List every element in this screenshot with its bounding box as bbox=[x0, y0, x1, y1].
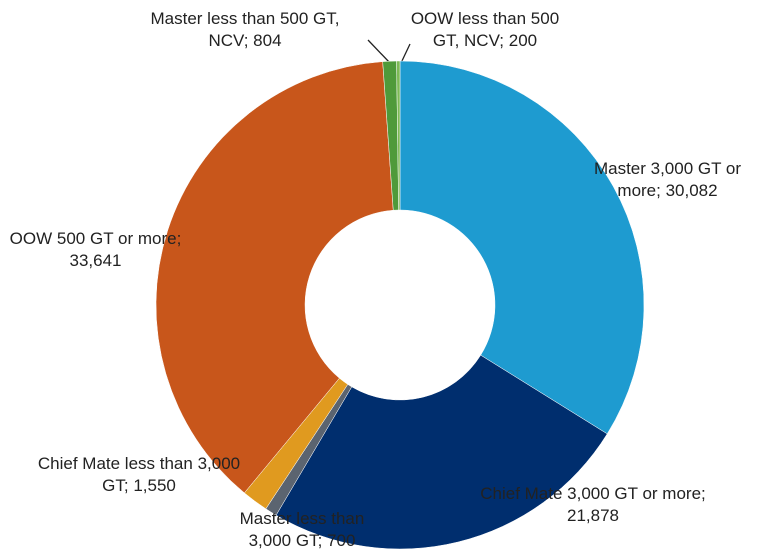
category-name: Master less than 3,000 GT bbox=[239, 509, 365, 550]
data-label: Master less than 3,000 GT; 700 bbox=[222, 508, 382, 552]
leader-line bbox=[367, 39, 391, 64]
value-label: 30,082 bbox=[665, 181, 718, 200]
leader-line bbox=[400, 43, 411, 64]
value-label: 200 bbox=[508, 31, 538, 50]
category-name: Master 3,000 GT or more bbox=[593, 159, 742, 200]
category-name: OOW 500 GT or more bbox=[9, 229, 177, 248]
donut-slice bbox=[396, 60, 401, 211]
label-separator: ; bbox=[701, 484, 706, 503]
donut-slice bbox=[275, 354, 608, 550]
label-separator: ; bbox=[499, 31, 509, 50]
label-separator: ; bbox=[656, 181, 666, 200]
label-separator: ; bbox=[176, 229, 182, 248]
data-label: OOW less than 500 GT, NCV; 200 bbox=[400, 8, 570, 52]
donut-slice bbox=[399, 60, 645, 435]
category-name: OOW less than 500 GT, NCV bbox=[410, 9, 560, 50]
data-label: Master 3,000 GT or more; 30,082 bbox=[585, 158, 750, 202]
value-label: 804 bbox=[253, 31, 282, 50]
data-label: Chief Mate less than 3,000 GT; 1,550 bbox=[34, 453, 244, 497]
value-label: 1,550 bbox=[133, 476, 176, 495]
value-label: 33,641 bbox=[69, 251, 122, 270]
category-name: Master less than 500 GT, NCV bbox=[150, 9, 340, 50]
data-label: Chief Mate 3,000 GT or more; 21,878 bbox=[478, 483, 708, 527]
label-separator: ; bbox=[123, 476, 134, 495]
category-name: Chief Mate 3,000 GT or more bbox=[480, 484, 702, 503]
data-label: Master less than 500 GT, NCV; 804 bbox=[140, 8, 350, 52]
donut-slice bbox=[155, 61, 394, 494]
value-label: 21,878 bbox=[567, 506, 619, 525]
category-name: Chief Mate less than 3,000 GT bbox=[37, 454, 241, 495]
data-label: OOW 500 GT or more; 33,641 bbox=[8, 228, 183, 272]
value-label: 700 bbox=[327, 531, 356, 550]
label-separator: ; bbox=[317, 531, 328, 550]
label-separator: ; bbox=[243, 31, 254, 50]
